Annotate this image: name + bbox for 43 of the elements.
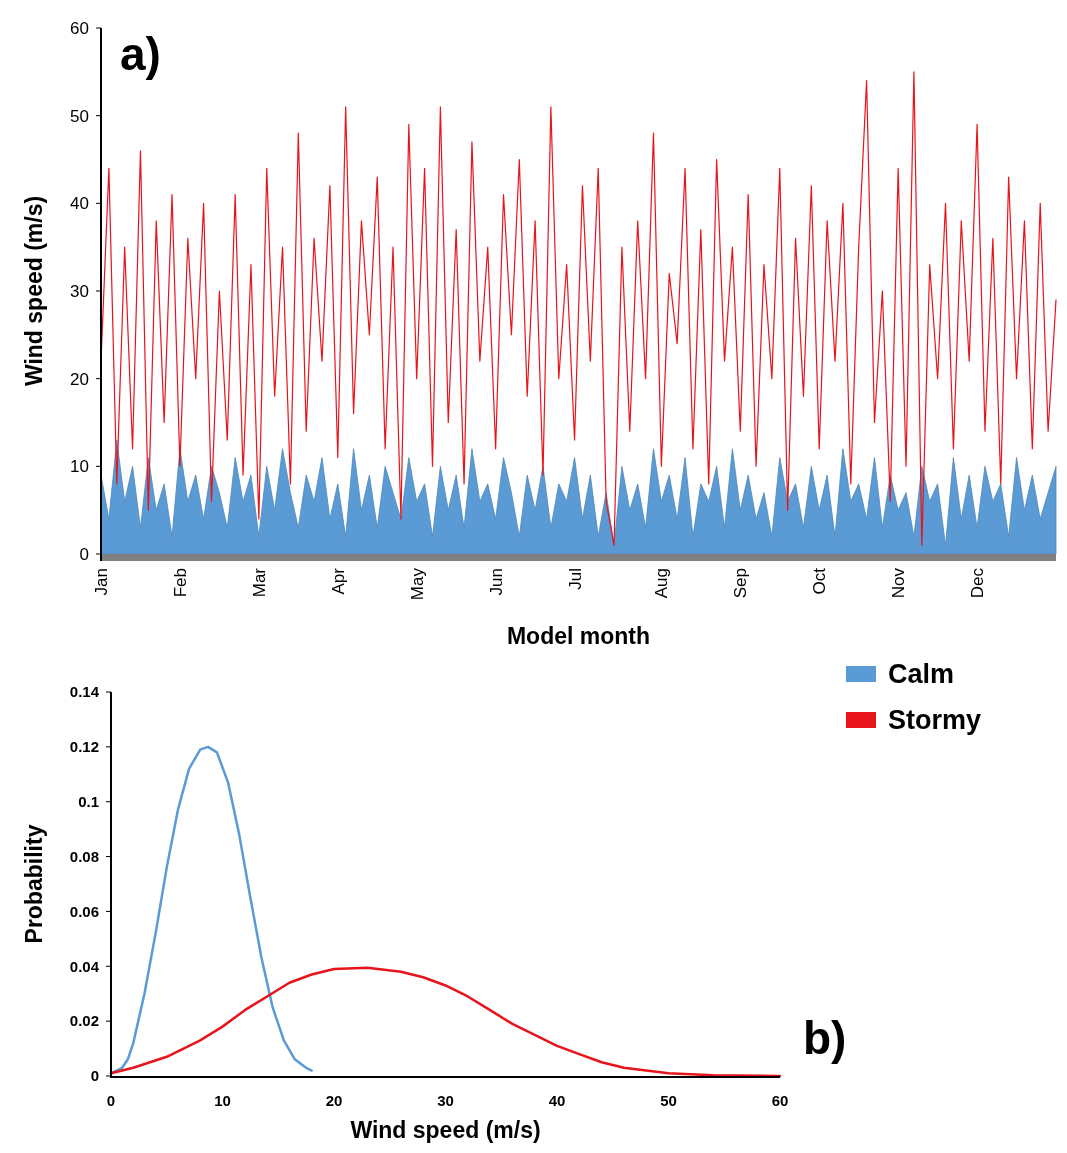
line-series bbox=[109, 745, 313, 1075]
x-tick-label: May bbox=[407, 567, 427, 601]
y-axis-title: Probability bbox=[21, 824, 47, 944]
x-tick-label: Apr bbox=[328, 567, 348, 595]
y-tick-label: 40 bbox=[70, 194, 89, 214]
x-tick-label: Jan bbox=[91, 568, 111, 596]
x-tick-label: 60 bbox=[771, 1092, 789, 1109]
x-tick-label: Feb bbox=[170, 568, 190, 598]
x-tick-label: Nov bbox=[889, 567, 909, 599]
y-tick-label: 0.14 bbox=[69, 683, 100, 701]
x-tick-label: Mar bbox=[249, 567, 269, 598]
x-tick-label: 40 bbox=[548, 1092, 566, 1109]
y-tick-label: 60 bbox=[70, 18, 89, 38]
x-tick-label: Jun bbox=[486, 568, 506, 596]
x-tick-label: Oct bbox=[810, 567, 830, 595]
x-tick-label: Sep bbox=[731, 568, 751, 599]
x-tick-label: 0 bbox=[106, 1092, 116, 1109]
y-tick-label: 30 bbox=[70, 281, 89, 301]
legend-label: Calm bbox=[888, 659, 955, 690]
legend-label: Stormy bbox=[888, 705, 982, 736]
x-tick-label: Aug bbox=[652, 568, 672, 599]
y-tick-label: 50 bbox=[70, 106, 89, 126]
x-tick-label: 50 bbox=[660, 1092, 677, 1109]
y-tick-label: 0.12 bbox=[69, 738, 99, 756]
annotation: a) bbox=[120, 28, 161, 80]
x-tick-label: Jul bbox=[565, 568, 585, 590]
x-axis-title: Model month bbox=[506, 623, 651, 649]
y-tick-label: 20 bbox=[70, 369, 89, 389]
y-tick-label: 0 bbox=[79, 544, 89, 564]
x-tick-label: 20 bbox=[325, 1092, 343, 1109]
y-tick-label: 0.08 bbox=[69, 847, 99, 865]
y-tick-label: 0.04 bbox=[69, 957, 100, 975]
y-tick-label: 0 bbox=[90, 1067, 99, 1085]
y-tick-label: 0.1 bbox=[78, 792, 99, 810]
y-tick-label: 10 bbox=[70, 457, 89, 477]
x-tick-label: 30 bbox=[437, 1092, 454, 1109]
x-tick-label: Dec bbox=[968, 567, 988, 599]
y-tick-label: 0.02 bbox=[69, 1012, 99, 1030]
x-axis-title: Wind speed (m/s) bbox=[350, 1117, 541, 1143]
y-axis-title: Wind speed (m/s) bbox=[21, 195, 47, 387]
text: b) bbox=[803, 1012, 847, 1064]
y-tick-label: 0.06 bbox=[69, 902, 99, 920]
x-tick-label: 10 bbox=[214, 1092, 231, 1109]
